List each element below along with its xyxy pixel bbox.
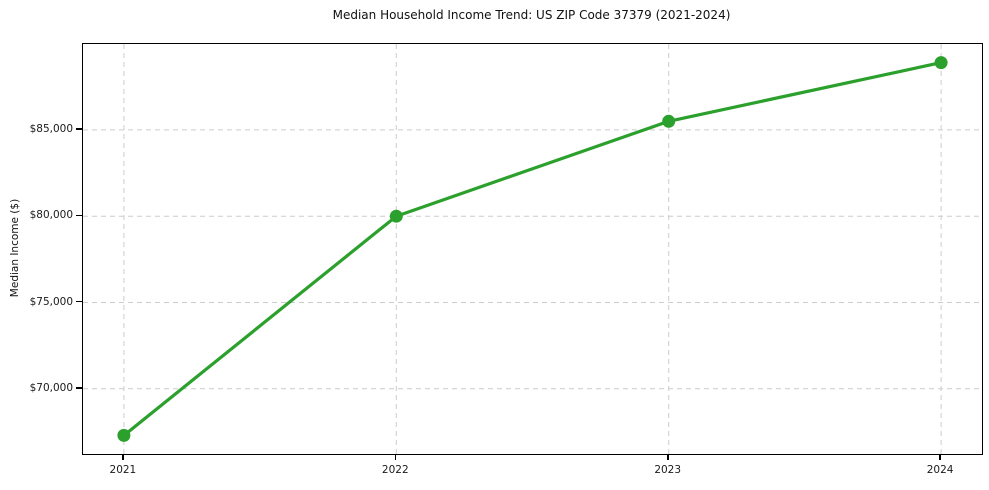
x-tick-mark bbox=[122, 454, 124, 460]
data-point-2023 bbox=[662, 114, 676, 128]
x-tick-mark bbox=[394, 454, 396, 460]
x-tick-label: 2024 bbox=[926, 464, 954, 476]
x-tick-label: 2023 bbox=[654, 464, 682, 476]
y-tick-mark bbox=[76, 128, 82, 130]
plot-area bbox=[82, 43, 983, 455]
chart-title: Median Household Income Trend: US ZIP Co… bbox=[332, 8, 731, 22]
y-tick-mark bbox=[76, 214, 82, 216]
data-point-2021 bbox=[117, 428, 131, 442]
x-tick-label: 2022 bbox=[381, 464, 409, 476]
line-plot-canvas bbox=[83, 44, 982, 454]
data-point-2022 bbox=[389, 209, 403, 223]
y-tick-label: $85,000 bbox=[29, 122, 73, 135]
y-tick-mark bbox=[76, 300, 82, 303]
y-tick-mark bbox=[76, 387, 82, 389]
x-tick-label: 2021 bbox=[109, 464, 137, 476]
y-tick-label: $75,000 bbox=[29, 295, 73, 308]
x-tick-mark bbox=[939, 454, 941, 460]
y-tick-label: $70,000 bbox=[29, 381, 73, 394]
y-tick-label: $80,000 bbox=[29, 209, 73, 222]
data-point-2024 bbox=[934, 56, 948, 70]
trend-line bbox=[122, 61, 943, 437]
x-tick-mark bbox=[667, 454, 669, 460]
